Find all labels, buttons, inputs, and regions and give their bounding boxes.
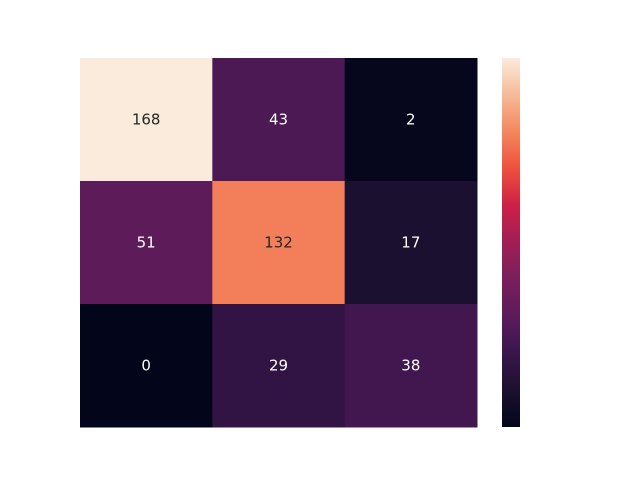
heatmap-cell-label-r0-c0: 168	[132, 111, 161, 129]
heatmap-cells	[80, 58, 478, 428]
heatmap-cell-label-r1-c0: 51	[137, 234, 156, 252]
heatmap-cell-label-r2-c1: 29	[269, 357, 288, 375]
heatmap-cell-r0-c1	[212, 58, 346, 182]
heatmap-cell-label-r0-c1: 43	[269, 111, 288, 129]
heatmap-cell-r2-c0	[80, 304, 213, 428]
heatmap-labels: 168 43 2 51 132 17 0 29 38	[132, 111, 421, 375]
heatmap-cell-label-r2-c2: 38	[401, 357, 420, 375]
heatmap-cell-r2-c2	[344, 304, 478, 428]
heatmap-cell-label-r1-c2: 17	[401, 234, 420, 252]
heatmap-cell-r1-c2	[344, 181, 478, 305]
heatmap-cell-r0-c0	[80, 58, 213, 182]
heatmap-cell-label-r0-c2: 2	[406, 111, 416, 129]
heatmap-cell-label-r2-c0: 0	[141, 357, 151, 375]
heatmap-cell-r2-c1	[212, 304, 346, 428]
heatmap-cell-label-r1-c1: 132	[264, 234, 293, 252]
heatmap-cell-r1-c1	[212, 181, 346, 305]
colorbar	[502, 58, 520, 427]
heatmap-cell-r0-c2	[344, 58, 478, 182]
heatmap-cell-r1-c0	[80, 181, 213, 305]
